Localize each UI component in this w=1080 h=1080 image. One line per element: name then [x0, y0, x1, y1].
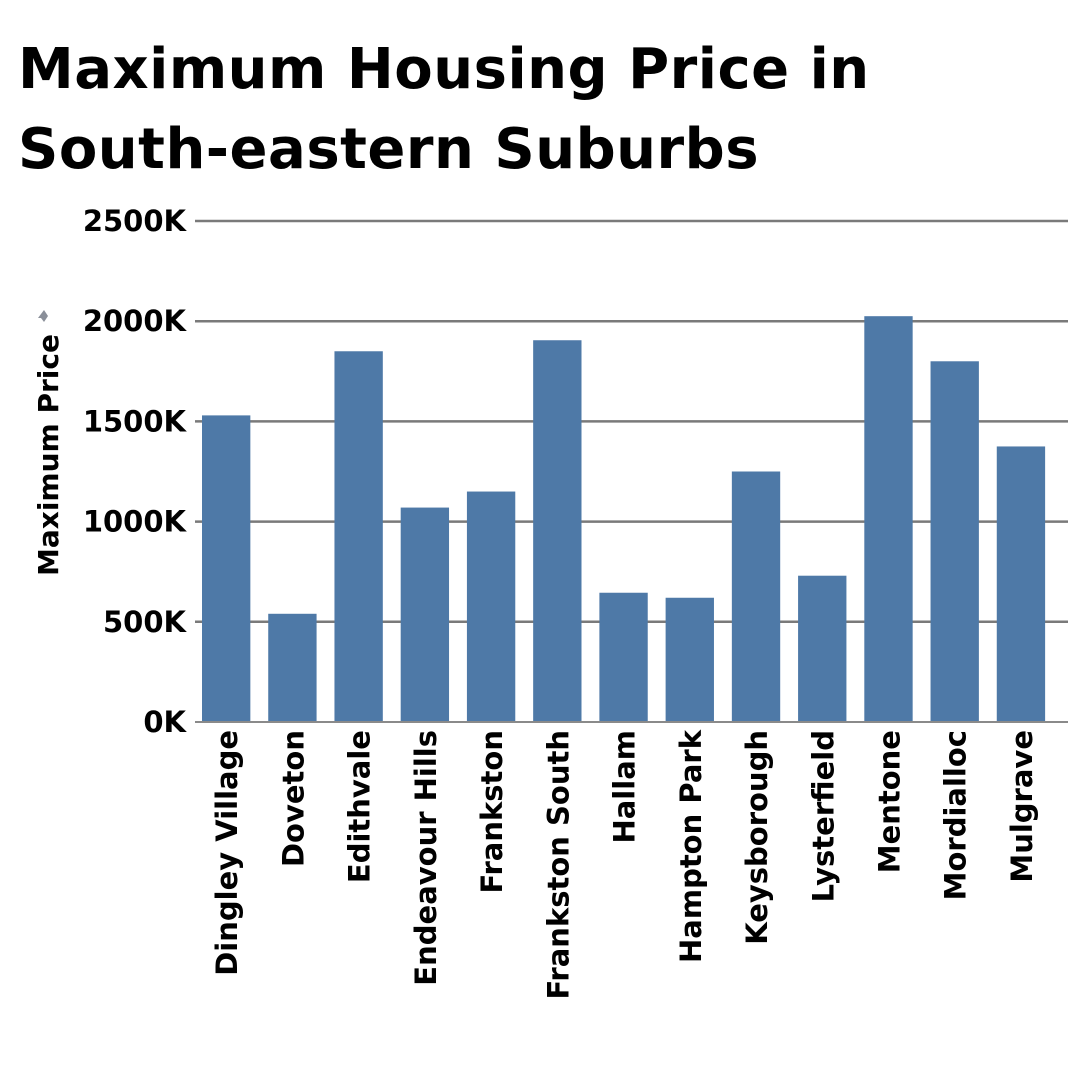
x-category-label: Mulgrave	[1005, 730, 1039, 883]
x-category-label: Edithvale	[343, 730, 377, 883]
y-axis-title: Maximum Price	[32, 334, 65, 576]
x-category-label: Hallam	[608, 730, 642, 844]
bar	[599, 592, 648, 722]
sort-icon	[38, 310, 48, 322]
bar	[930, 361, 979, 722]
bar	[334, 351, 383, 722]
y-tick-label: 0K	[143, 705, 187, 739]
x-category-label: Lysterfield	[806, 730, 840, 902]
x-category-label: Mordialloc	[939, 730, 973, 900]
bar	[466, 491, 516, 722]
x-category-label: Keysborough	[740, 730, 774, 945]
bar	[864, 316, 913, 722]
y-tick-label: 500K	[103, 605, 188, 639]
chart-title: Maximum Housing Price in South-eastern S…	[18, 37, 870, 182]
y-tick-label: 2500K	[83, 204, 188, 238]
y-tick-label: 2000K	[83, 304, 188, 338]
bar	[731, 471, 781, 722]
x-category-label: Frankston	[475, 730, 509, 893]
bar	[533, 340, 582, 722]
x-category-label: Doveton	[276, 730, 310, 867]
bar	[400, 507, 450, 722]
x-category-label: Dingley Village	[210, 730, 244, 976]
x-category-label: Mentone	[872, 730, 906, 873]
y-tick-label: 1500K	[83, 404, 188, 438]
bar	[798, 575, 847, 722]
bar	[665, 597, 714, 722]
bar	[268, 613, 317, 722]
y-tick-label: 1000K	[83, 505, 188, 539]
x-category-label: Frankston South	[541, 730, 575, 1000]
x-category-label: Endeavour Hills	[409, 730, 443, 986]
x-category-label: Hampton Park	[674, 729, 708, 963]
bar	[202, 415, 251, 722]
bar	[996, 446, 1046, 722]
